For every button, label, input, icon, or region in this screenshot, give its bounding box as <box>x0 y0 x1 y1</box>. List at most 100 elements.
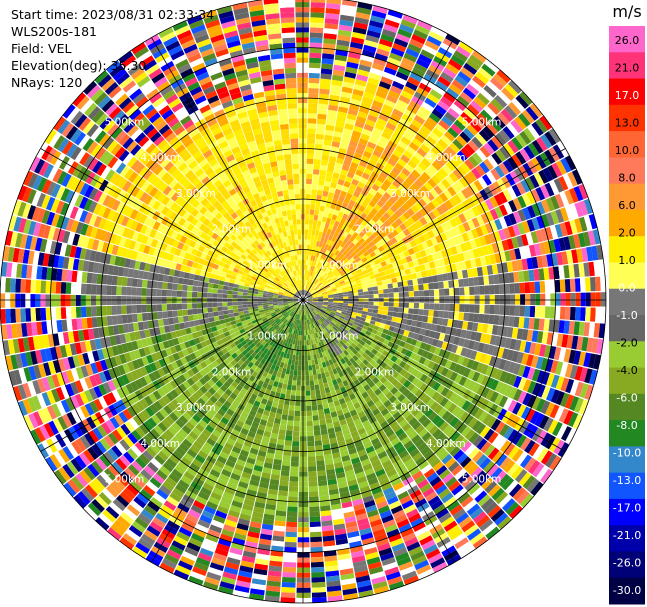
velocity-gate <box>377 187 386 196</box>
velocity-gate <box>290 461 299 467</box>
velocity-gate <box>304 345 307 351</box>
velocity-gate <box>360 247 367 254</box>
velocity-gate <box>310 199 316 205</box>
velocity-gate <box>560 293 566 306</box>
velocity-gate <box>333 255 339 262</box>
velocity-gate <box>337 239 343 246</box>
velocity-gate <box>339 142 349 150</box>
velocity-gate <box>468 277 475 287</box>
velocity-gate <box>456 165 467 177</box>
velocity-gate <box>306 163 314 170</box>
velocity-gate <box>413 29 428 40</box>
velocity-gate <box>394 38 409 48</box>
velocity-gate <box>388 292 394 298</box>
velocity-gate <box>285 435 293 441</box>
velocity-gate <box>286 511 298 518</box>
velocity-gate <box>358 237 366 245</box>
velocity-gate <box>432 127 444 139</box>
velocity-gate <box>325 175 332 183</box>
velocity-gate <box>347 188 355 195</box>
velocity-gate <box>309 281 313 287</box>
velocity-gate <box>371 195 380 204</box>
velocity-gate <box>337 178 345 186</box>
velocity-gate <box>339 14 355 22</box>
velocity-gate <box>504 105 518 119</box>
velocity-gate <box>473 116 486 129</box>
velocity-gate <box>376 313 383 319</box>
velocity-gate <box>437 100 450 112</box>
velocity-gate <box>308 287 313 292</box>
velocity-gate <box>444 303 450 311</box>
velocity-gate <box>356 116 367 124</box>
velocity-gate <box>491 136 503 149</box>
velocity-gate <box>366 192 375 200</box>
velocity-gate <box>408 123 420 134</box>
velocity-gate <box>310 194 317 200</box>
velocity-gate <box>529 281 536 294</box>
velocity-gate <box>332 69 345 77</box>
velocity-gate <box>312 174 319 180</box>
velocity-gate <box>316 460 325 467</box>
velocity-gate <box>308 249 312 256</box>
velocity-gate <box>409 100 421 111</box>
velocity-gate <box>322 403 329 410</box>
velocity-gate <box>406 319 413 326</box>
velocity-gate <box>305 264 308 270</box>
velocity-gate <box>308 87 319 94</box>
velocity-gate <box>284 373 290 380</box>
velocity-gate <box>358 64 371 73</box>
velocity-gate <box>329 240 335 247</box>
velocity-gate <box>317 113 327 120</box>
velocity-gate <box>459 287 465 296</box>
velocity-gate <box>376 219 384 227</box>
velocity-gate <box>404 177 414 186</box>
velocity-gate <box>399 214 407 223</box>
velocity-gate <box>333 270 339 276</box>
velocity-gate <box>424 168 435 178</box>
velocity-gate <box>303 284 305 290</box>
velocity-gate <box>307 270 310 276</box>
velocity-gate <box>329 151 338 158</box>
velocity-gate <box>332 172 340 179</box>
velocity-gate <box>449 288 455 296</box>
velocity-gate <box>306 264 310 271</box>
velocity-gate <box>579 277 586 292</box>
velocity-gate <box>280 388 287 395</box>
velocity-gate <box>432 275 439 283</box>
velocity-gate <box>327 263 333 270</box>
velocity-gate <box>380 76 393 86</box>
velocity-gate <box>310 531 322 538</box>
velocity-gate <box>405 48 420 58</box>
velocity-gate <box>296 37 309 43</box>
velocity-gate <box>328 156 337 163</box>
velocity-gate <box>313 159 321 165</box>
velocity-gate <box>545 293 551 306</box>
velocity-gate <box>478 276 485 286</box>
velocity-gate <box>311 576 326 583</box>
velocity-gate <box>310 22 324 29</box>
velocity-gate <box>315 287 320 292</box>
velocity-gate <box>354 79 367 87</box>
velocity-gate <box>559 306 566 320</box>
velocity-gate <box>372 237 379 245</box>
velocity-gate <box>464 286 470 296</box>
velocity-gate <box>351 130 362 138</box>
velocity-gate <box>296 47 309 53</box>
velocity-gate <box>282 383 288 390</box>
velocity-gate <box>304 355 308 361</box>
velocity-gate <box>387 117 399 127</box>
velocity-gate <box>358 138 369 146</box>
velocity-gate <box>368 136 379 145</box>
velocity-gate <box>341 0 357 7</box>
velocity-gate <box>297 82 308 88</box>
velocity-gate <box>366 141 377 150</box>
velocity-gate <box>309 52 322 59</box>
velocity-gate <box>310 255 314 261</box>
velocity-gate <box>435 51 450 63</box>
velocity-gate <box>307 286 311 292</box>
velocity-gate <box>407 159 418 169</box>
velocity-gate <box>316 189 323 196</box>
velocity-gate <box>416 58 430 69</box>
velocity-gate <box>307 435 315 442</box>
velocity-gate <box>305 193 311 200</box>
